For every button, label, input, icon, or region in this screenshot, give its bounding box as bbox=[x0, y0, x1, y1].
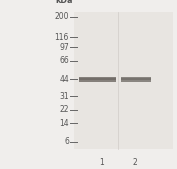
Bar bbox=[79, 78, 116, 80]
Bar bbox=[74, 12, 173, 149]
Text: 31: 31 bbox=[59, 92, 69, 101]
Text: kDa: kDa bbox=[55, 0, 73, 5]
Text: 22: 22 bbox=[59, 105, 69, 114]
Text: 2: 2 bbox=[132, 158, 137, 167]
Text: 116: 116 bbox=[55, 33, 69, 42]
Bar bbox=[121, 78, 151, 80]
Text: 1: 1 bbox=[99, 158, 104, 167]
Text: 97: 97 bbox=[59, 43, 69, 52]
Text: 14: 14 bbox=[59, 119, 69, 128]
Text: 200: 200 bbox=[55, 12, 69, 21]
Bar bbox=[121, 77, 151, 81]
Text: 44: 44 bbox=[59, 75, 69, 84]
Text: 66: 66 bbox=[59, 56, 69, 65]
Bar bbox=[79, 77, 116, 81]
Text: 6: 6 bbox=[64, 137, 69, 147]
